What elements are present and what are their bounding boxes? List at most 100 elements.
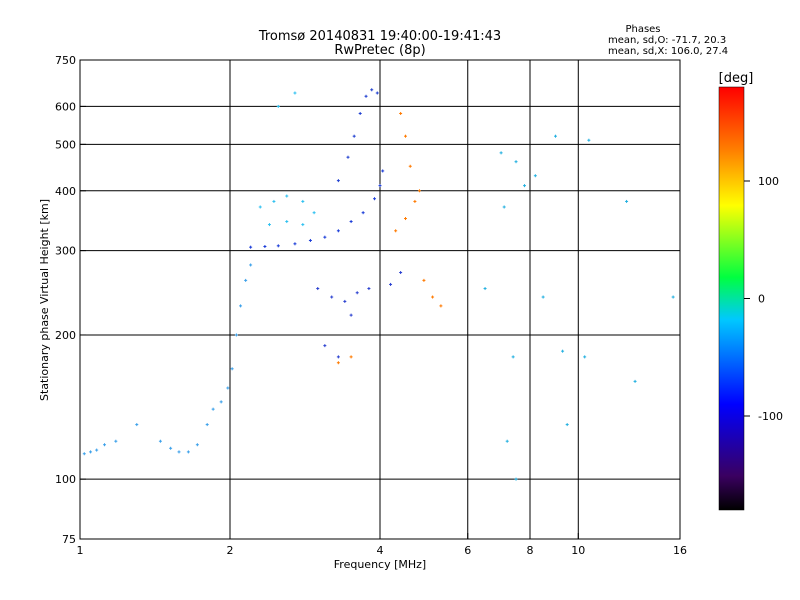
x-tick-label: 8 (527, 544, 534, 557)
data-point (89, 450, 93, 454)
data-point (413, 199, 417, 203)
data-point (244, 278, 248, 282)
data-point (249, 245, 253, 249)
data-point (378, 184, 382, 188)
data-point (671, 295, 675, 299)
phases-o-stats: mean, sd,O: -71.7, 20.3 (608, 35, 726, 46)
axis-ticks: 1 2 4 6 8 10 16 75 100 200 300 400 500 600 750 (55, 54, 687, 557)
x-tick-label: 16 (673, 544, 687, 557)
data-point (230, 367, 234, 371)
y-tick-label: 100 (55, 473, 76, 486)
data-point (343, 299, 347, 303)
data-point (316, 287, 320, 291)
data-point (349, 313, 353, 317)
data-point (381, 169, 385, 173)
data-point (323, 344, 327, 348)
data-point (336, 361, 340, 365)
data-point (514, 477, 518, 481)
data-point (361, 211, 365, 215)
data-point (355, 291, 359, 295)
data-point (312, 211, 316, 215)
data-point (373, 197, 377, 201)
data-point (226, 386, 230, 390)
data-point (293, 91, 297, 95)
colorbar-tick-label: -100 (758, 410, 783, 423)
data-point (403, 217, 407, 221)
data-point (587, 138, 591, 142)
data-point (301, 223, 305, 227)
data-point (422, 278, 426, 282)
data-point (394, 229, 398, 233)
colorbar-tick-label: 100 (758, 175, 779, 188)
x-tick-label: 6 (464, 544, 471, 557)
data-point (565, 423, 569, 427)
data-point (505, 439, 509, 443)
data-point (511, 355, 515, 359)
data-point (541, 295, 545, 299)
grid-lines (80, 60, 680, 539)
data-point (346, 155, 350, 159)
data-point (211, 407, 215, 411)
data-point (352, 134, 356, 138)
data-point (234, 333, 238, 337)
data-point (523, 184, 527, 188)
data-point (82, 452, 86, 456)
data-point (95, 448, 99, 452)
data-point (399, 271, 403, 275)
data-point (205, 423, 209, 427)
data-point (258, 205, 262, 209)
data-point (358, 111, 362, 115)
data-point (135, 423, 139, 427)
data-point (417, 189, 421, 193)
data-point (633, 379, 637, 383)
data-point (625, 199, 629, 203)
y-tick-label: 75 (62, 533, 76, 546)
colorbar (718, 86, 745, 511)
data-points (82, 88, 675, 481)
data-point (276, 244, 280, 248)
data-point (408, 164, 412, 168)
data-point (285, 220, 289, 224)
data-point (249, 263, 253, 267)
phases-x-stats: mean, sd,X: 106.0, 27.4 (608, 46, 728, 57)
y-tick-label: 600 (55, 100, 76, 113)
data-point (375, 91, 379, 95)
data-point (502, 205, 506, 209)
data-point (177, 450, 181, 454)
y-tick-label: 300 (55, 245, 76, 258)
y-tick-label: 750 (55, 54, 76, 67)
data-point (349, 220, 353, 224)
chart-title: Tromsø 20140831 19:40:00-19:41:43 (258, 29, 501, 44)
data-point (364, 94, 368, 98)
data-point (272, 199, 276, 203)
data-point (389, 282, 393, 286)
data-point (219, 400, 223, 404)
data-point (293, 242, 297, 246)
data-point (431, 295, 435, 299)
data-point (103, 443, 107, 447)
data-point (367, 287, 371, 291)
data-point (561, 349, 565, 353)
data-point (403, 134, 407, 138)
data-point (439, 304, 443, 308)
data-point (370, 88, 374, 92)
data-point (169, 446, 173, 450)
data-point (514, 160, 518, 164)
data-point (323, 235, 327, 239)
colorbar-ticks: 100 0 -100 (744, 175, 783, 423)
x-tick-label: 2 (227, 544, 234, 557)
data-point (301, 199, 305, 203)
y-tick-label: 200 (55, 329, 76, 342)
x-axis-label: Frequency [MHz] (334, 558, 426, 571)
data-point (533, 174, 537, 178)
colorbar-tick-label: 0 (758, 293, 765, 306)
y-axis-label: Stationary phase Virtual Height [km] (38, 199, 51, 401)
data-point (276, 104, 280, 108)
data-point (483, 287, 487, 291)
data-point (349, 355, 353, 359)
data-point (114, 439, 118, 443)
data-point (553, 134, 557, 138)
data-point (583, 355, 587, 359)
chart-subtitle: RwPretec (8p) (334, 43, 425, 58)
